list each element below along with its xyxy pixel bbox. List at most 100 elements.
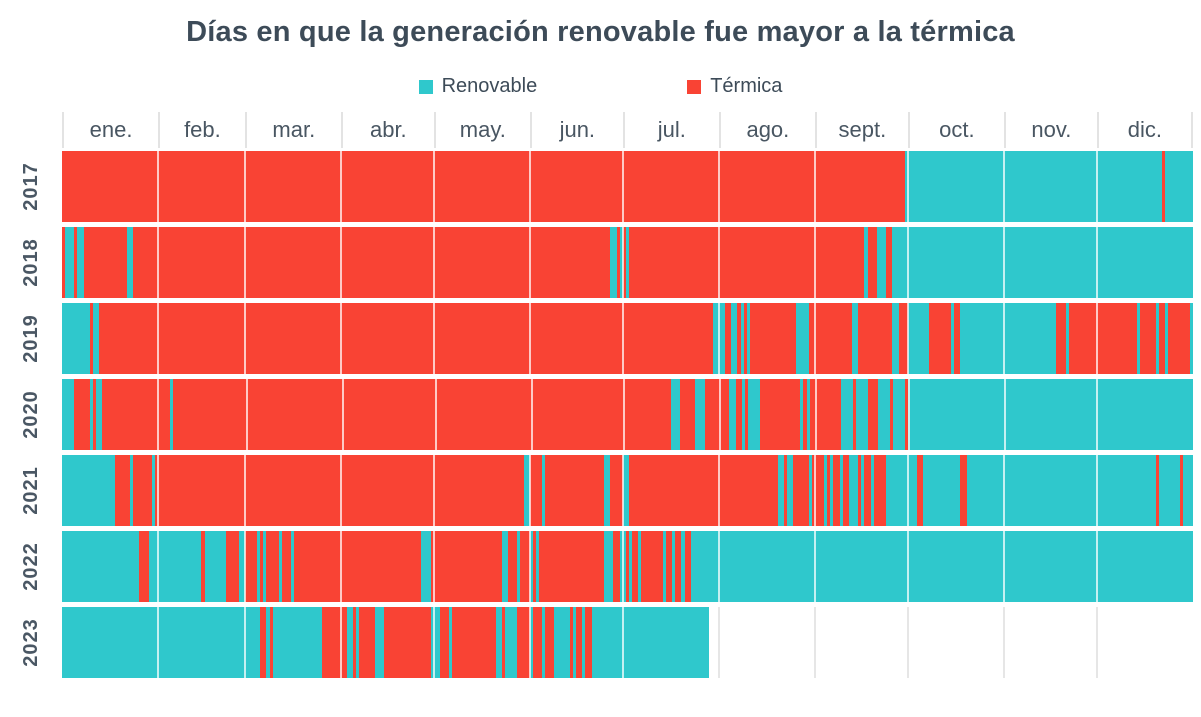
day-run-renovable <box>741 379 745 450</box>
day-run-renovable <box>374 607 385 678</box>
year-row-2023: 2023 <box>0 607 1193 678</box>
day-run-renovable <box>89 379 93 450</box>
day-run-renovable <box>951 303 955 374</box>
day-run-renovable <box>604 531 614 602</box>
year-row-2022: 2022 <box>0 531 1193 602</box>
day-run-renovable <box>542 607 546 678</box>
day-strip-2017 <box>62 151 1193 222</box>
day-run-renovable <box>893 379 906 450</box>
day-run-termica <box>353 607 357 678</box>
day-run-renovable <box>695 379 705 450</box>
day-run-renovable <box>130 455 134 526</box>
day-run-termica <box>858 303 893 374</box>
day-run-termica <box>616 227 620 298</box>
day-run-termica <box>852 379 856 450</box>
day-run-termica <box>520 531 530 602</box>
day-run-termica <box>439 607 450 678</box>
day-run-termica <box>808 303 853 374</box>
day-run-termica <box>508 531 518 602</box>
day-run-termica <box>735 379 742 450</box>
day-run-termica <box>929 303 952 374</box>
day-run-renovable <box>92 303 100 374</box>
day-run-termica <box>760 379 801 450</box>
day-run-renovable <box>923 455 961 526</box>
day-run-renovable <box>523 455 530 526</box>
day-run-termica <box>576 607 583 678</box>
day-run-termica <box>83 227 128 298</box>
day-run-renovable <box>238 531 245 602</box>
day-run-renovable <box>1164 303 1168 374</box>
year-label-2019: 2019 <box>0 303 62 374</box>
day-run-renovable <box>1155 303 1159 374</box>
year-label-2020: 2020 <box>0 379 62 450</box>
day-strip-2022 <box>62 531 1193 602</box>
month-label-jun: jun. <box>529 112 623 148</box>
day-run-renovable <box>204 531 227 602</box>
day-run-renovable <box>740 303 744 374</box>
day-run-renovable <box>960 303 1057 374</box>
day-run-renovable <box>1065 303 1069 374</box>
day-run-renovable <box>278 531 282 602</box>
year-label-2022: 2022 <box>0 531 62 602</box>
legend-swatch-renovable <box>418 79 433 94</box>
day-run-renovable <box>638 531 642 602</box>
month-label-ago: ago. <box>718 112 815 148</box>
day-run-renovable <box>421 531 431 602</box>
month-label-mar: mar. <box>244 112 341 148</box>
day-run-renovable <box>272 607 323 678</box>
day-run-termica <box>916 455 924 526</box>
day-run-renovable <box>870 455 874 526</box>
day-run-termica <box>737 303 741 374</box>
day-run-renovable <box>864 227 868 298</box>
day-run-termica <box>809 379 841 450</box>
day-run-termica <box>811 455 825 526</box>
year-label-text: 2020 <box>19 390 42 439</box>
day-run-termica <box>744 379 748 450</box>
year-label-2023: 2023 <box>0 607 62 678</box>
year-rows: 2017 2018 2019 2020 2021 2022 2023 <box>0 151 1193 678</box>
day-run-renovable <box>670 379 680 450</box>
day-run-renovable <box>966 455 1156 526</box>
day-run-renovable <box>347 607 354 678</box>
day-run-termica <box>898 303 908 374</box>
month-label-oct: oct. <box>907 112 1004 148</box>
year-row-2018: 2018 <box>0 227 1193 298</box>
day-run-termica <box>628 227 865 298</box>
day-run-renovable <box>495 607 502 678</box>
day-run-renovable <box>892 227 1193 298</box>
month-label-dic: dic. <box>1096 112 1193 148</box>
day-run-renovable <box>672 531 676 602</box>
day-run-termica <box>675 531 682 602</box>
day-run-termica <box>281 531 292 602</box>
day-run-renovable <box>1137 303 1141 374</box>
month-gridline <box>906 607 909 678</box>
day-run-termica <box>359 607 375 678</box>
day-run-renovable <box>662 531 666 602</box>
day-run-termica <box>725 303 732 374</box>
month-label-nov: nov. <box>1003 112 1097 148</box>
day-run-renovable <box>430 607 440 678</box>
day-run-renovable <box>582 607 586 678</box>
year-label-2018: 2018 <box>0 227 62 298</box>
day-run-termica <box>641 531 663 602</box>
day-run-termica <box>384 607 431 678</box>
legend-label: Térmica <box>710 75 783 97</box>
day-run-renovable <box>808 455 812 526</box>
year-label-2021: 2021 <box>0 455 62 526</box>
day-run-renovable <box>1183 455 1193 526</box>
day-run-termica <box>266 531 279 602</box>
day-run-termica <box>62 151 905 222</box>
day-run-termica <box>244 531 258 602</box>
day-run-renovable <box>786 455 794 526</box>
calendar-heatmap: ene. feb. mar. abr. may. jun. jul. ago. sept. oct… <box>0 112 1201 678</box>
day-run-renovable <box>747 379 761 450</box>
day-run-renovable <box>731 303 738 374</box>
day-run-termica <box>74 227 78 298</box>
month-gridline <box>717 607 720 678</box>
day-run-termica <box>532 531 536 602</box>
day-run-termica <box>102 379 171 450</box>
day-run-termica <box>628 455 778 526</box>
day-run-renovable <box>907 303 930 374</box>
day-run-termica <box>74 379 90 450</box>
month-gridline <box>1095 607 1098 678</box>
